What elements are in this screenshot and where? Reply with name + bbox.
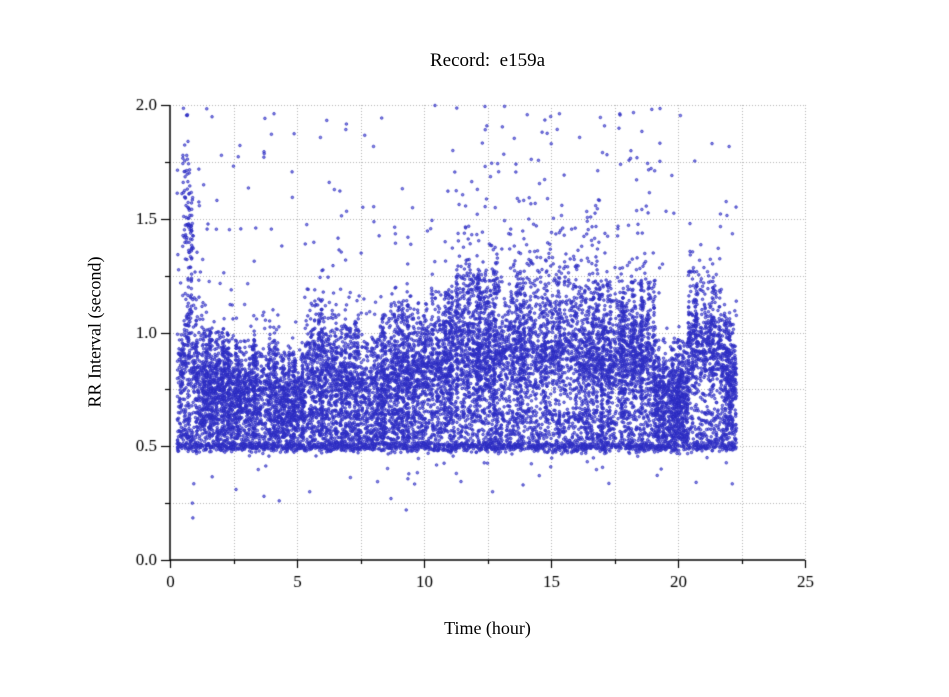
x-axis-label: Time (hour) — [444, 618, 531, 638]
